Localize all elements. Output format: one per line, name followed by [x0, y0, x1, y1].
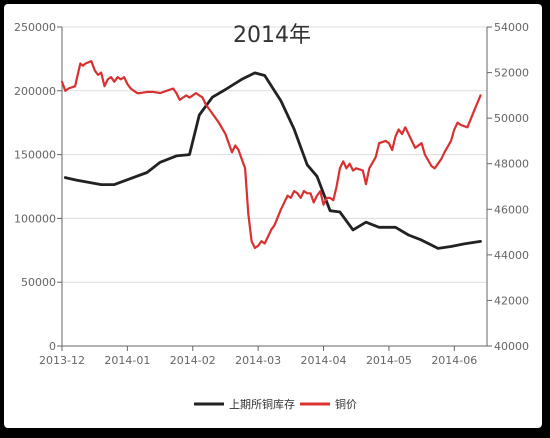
legend-label: 铜价 [335, 397, 357, 411]
chart-title: 2014年 [233, 23, 311, 48]
left-axis-ticks: 0 50000 100000 150000 200000 250000 [14, 21, 62, 353]
x-tick-label: 2014-06 [431, 354, 477, 367]
right-tick-label: 40000 [494, 340, 529, 353]
left-tick-label: 0 [49, 340, 56, 353]
x-axis-ticks: 2013-12 2014-01 2014-02 2014-03 2014-04 2014-… [39, 346, 477, 367]
right-tick-label: 50000 [494, 112, 529, 125]
legend: 上期所铜库存 铜价 [194, 397, 357, 411]
left-tick-label: 150000 [14, 149, 56, 162]
line-chart: 0 50000 100000 150000 200000 250000 40000 4200… [14, 21, 529, 411]
right-axis-ticks: 40000 42000 44000 46000 48000 50000 52000 54000 [487, 21, 529, 353]
legend-label: 上期所铜库存 [229, 397, 295, 411]
right-tick-label: 54000 [494, 21, 529, 34]
series-line-0 [63, 71, 482, 250]
series-line-1 [60, 60, 482, 250]
x-tick-label: 2014-02 [170, 354, 216, 367]
right-tick-label: 44000 [494, 249, 529, 262]
right-tick-label: 48000 [494, 158, 529, 171]
x-tick-label: 2013-12 [39, 354, 85, 367]
right-tick-label: 42000 [494, 294, 529, 307]
gridlines [62, 26, 487, 347]
chart-panel: 0 50000 100000 150000 200000 250000 40000 4200… [4, 4, 542, 428]
left-tick-label: 50000 [21, 276, 56, 289]
left-tick-label: 100000 [14, 212, 56, 225]
x-tick-label: 2014-01 [104, 354, 150, 367]
series-layer [60, 60, 482, 250]
right-tick-label: 52000 [494, 67, 529, 80]
left-tick-label: 250000 [14, 21, 56, 34]
x-tick-label: 2014-04 [301, 354, 347, 367]
right-tick-label: 46000 [494, 203, 529, 216]
x-tick-label: 2014-03 [235, 354, 281, 367]
left-tick-label: 200000 [14, 85, 56, 98]
x-tick-label: 2014-05 [366, 354, 412, 367]
